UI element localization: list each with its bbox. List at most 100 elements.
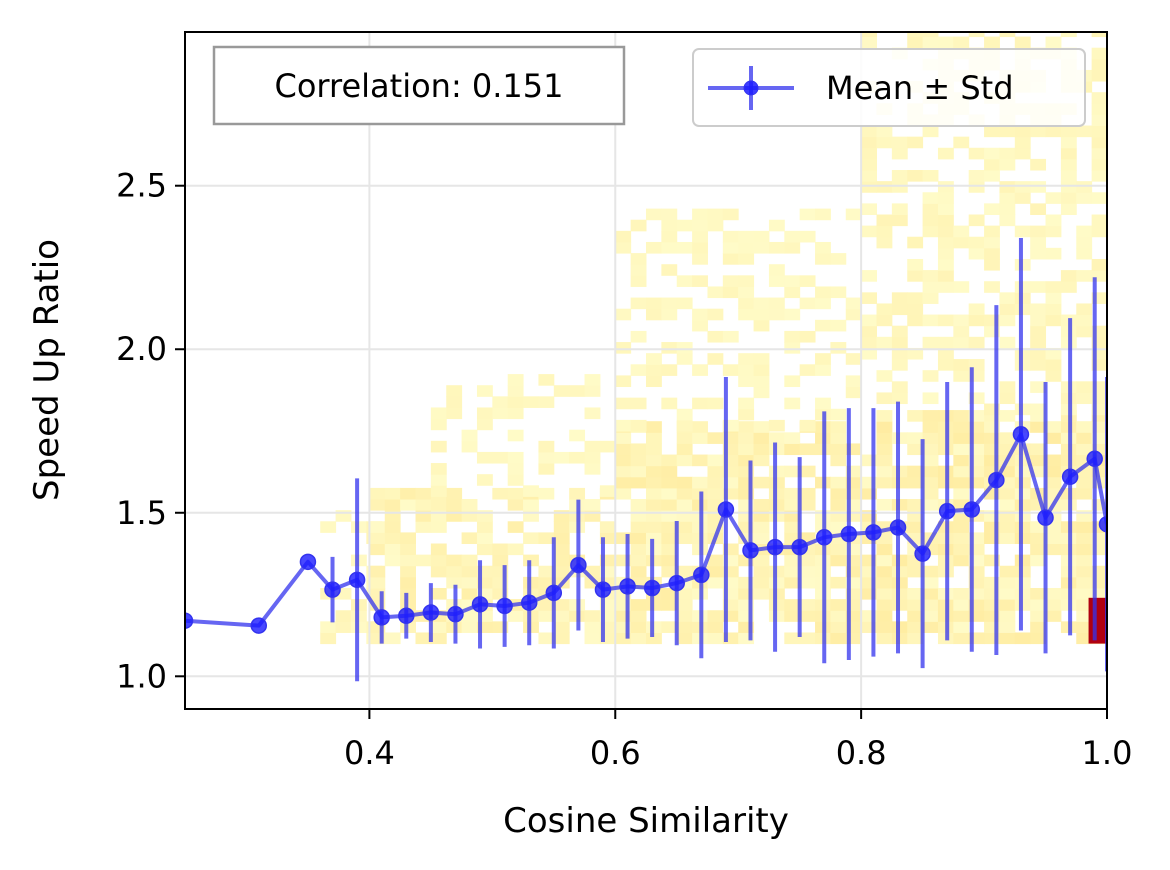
heatmap-cell	[1076, 487, 1093, 500]
heatmap-cell	[861, 125, 877, 138]
heatmap-cell	[799, 499, 816, 511]
heatmap-cell	[630, 364, 647, 376]
heatmap-cell	[615, 432, 632, 444]
heatmap-cell	[861, 292, 877, 304]
heatmap-cell	[615, 241, 632, 254]
heatmap-cell	[907, 314, 924, 327]
heatmap-cell	[415, 510, 432, 522]
data-point	[963, 501, 981, 518]
heatmap-cell	[722, 565, 739, 578]
heatmap-cell	[784, 565, 801, 578]
heatmap-cell	[384, 532, 401, 545]
data-point	[594, 581, 612, 598]
data-point	[840, 525, 858, 543]
heatmap-cell	[369, 543, 386, 556]
heatmap-cell	[999, 303, 1016, 316]
heatmap-cell	[630, 599, 647, 611]
heatmap-cell	[722, 419, 739, 432]
heatmap-cell	[584, 499, 601, 511]
data-point	[398, 607, 415, 625]
heatmap-cell	[1030, 125, 1047, 138]
heatmap-cell	[1091, 214, 1107, 227]
heatmap-cell	[1060, 147, 1077, 160]
heatmap-cell	[861, 270, 877, 282]
heatmap-cell	[968, 410, 985, 422]
heatmap-cell	[876, 314, 893, 327]
heatmap-cell	[768, 219, 785, 232]
heatmap-cell	[753, 454, 770, 467]
heatmap-cell	[1045, 487, 1062, 500]
heatmap-cell	[815, 208, 831, 221]
heatmap-cell	[953, 421, 970, 433]
heatmap-cell	[984, 147, 1000, 160]
heatmap-cell	[907, 621, 924, 633]
heatmap-cell	[753, 319, 770, 332]
heatmap-cell	[999, 392, 1016, 405]
heatmap-cell	[830, 443, 847, 456]
heatmap-cell	[661, 241, 678, 254]
heatmap-cell	[1091, 47, 1107, 60]
heatmap-cell	[430, 565, 447, 578]
heatmap-cell	[753, 554, 770, 567]
heatmap-cell	[876, 303, 893, 316]
heatmap-cell	[1030, 499, 1047, 511]
heatmap-cell	[1091, 543, 1107, 556]
heatmap-cell	[999, 487, 1016, 500]
heatmap-cell	[384, 632, 401, 645]
heatmap-cell	[999, 381, 1016, 393]
data-point	[348, 571, 366, 589]
heatmap-cell	[922, 576, 939, 589]
heatmap-cell	[738, 421, 755, 433]
heatmap-cell	[661, 397, 678, 410]
heatmap-cell	[369, 576, 386, 589]
heatmap-cell	[861, 610, 877, 622]
heatmap-cell	[661, 364, 678, 376]
heatmap-cell	[722, 454, 739, 467]
heatmap-cell	[615, 487, 632, 500]
heatmap-cell	[784, 230, 801, 243]
heatmap-cell	[845, 308, 862, 321]
heatmap-cell	[1076, 247, 1093, 260]
heatmap-cell	[676, 353, 693, 365]
heatmap-cell	[646, 421, 662, 433]
heatmap-cell	[984, 487, 1000, 500]
heatmap-cell	[461, 621, 478, 633]
heatmap-cell	[538, 463, 555, 475]
heatmap-cell	[661, 599, 678, 611]
heatmap-cell	[845, 443, 862, 456]
heatmap-cell	[507, 499, 524, 511]
heatmap-cell	[922, 370, 939, 382]
heatmap-cell	[1030, 314, 1047, 327]
heatmap-cell	[937, 314, 954, 327]
heatmap-cell	[876, 370, 893, 382]
heatmap-cell	[907, 347, 924, 360]
heatmap-cell	[861, 336, 877, 349]
heatmap-cell	[861, 454, 877, 467]
heatmap-cell	[907, 270, 924, 282]
heatmap-cell	[1076, 270, 1093, 282]
heatmap-cell	[1030, 532, 1047, 545]
heatmap-cell	[553, 510, 570, 522]
heatmap-cell	[661, 208, 678, 221]
heatmap-cell	[984, 610, 1000, 622]
heatmap-cell	[953, 487, 970, 500]
heatmap-cell	[784, 487, 801, 500]
heatmap-cell	[1030, 454, 1047, 467]
heatmap-cell	[984, 203, 1000, 215]
heatmap-cell	[599, 565, 616, 578]
heatmap-cell	[876, 136, 893, 149]
heatmap-cell	[400, 487, 416, 500]
heatmap-cell	[738, 408, 755, 421]
heatmap-cell	[676, 454, 693, 467]
heatmap-cell	[845, 499, 862, 511]
heatmap-cell	[968, 32, 985, 38]
heatmap-cell	[738, 576, 755, 589]
heatmap-cell	[876, 214, 893, 227]
heatmap-cell	[753, 375, 770, 388]
heatmap-cell	[446, 487, 463, 500]
heatmap-cell	[937, 36, 954, 49]
heatmap-cell	[999, 443, 1016, 456]
heatmap-cell	[707, 353, 724, 365]
heatmap-cell	[953, 554, 970, 567]
heatmap-cell	[630, 443, 647, 456]
